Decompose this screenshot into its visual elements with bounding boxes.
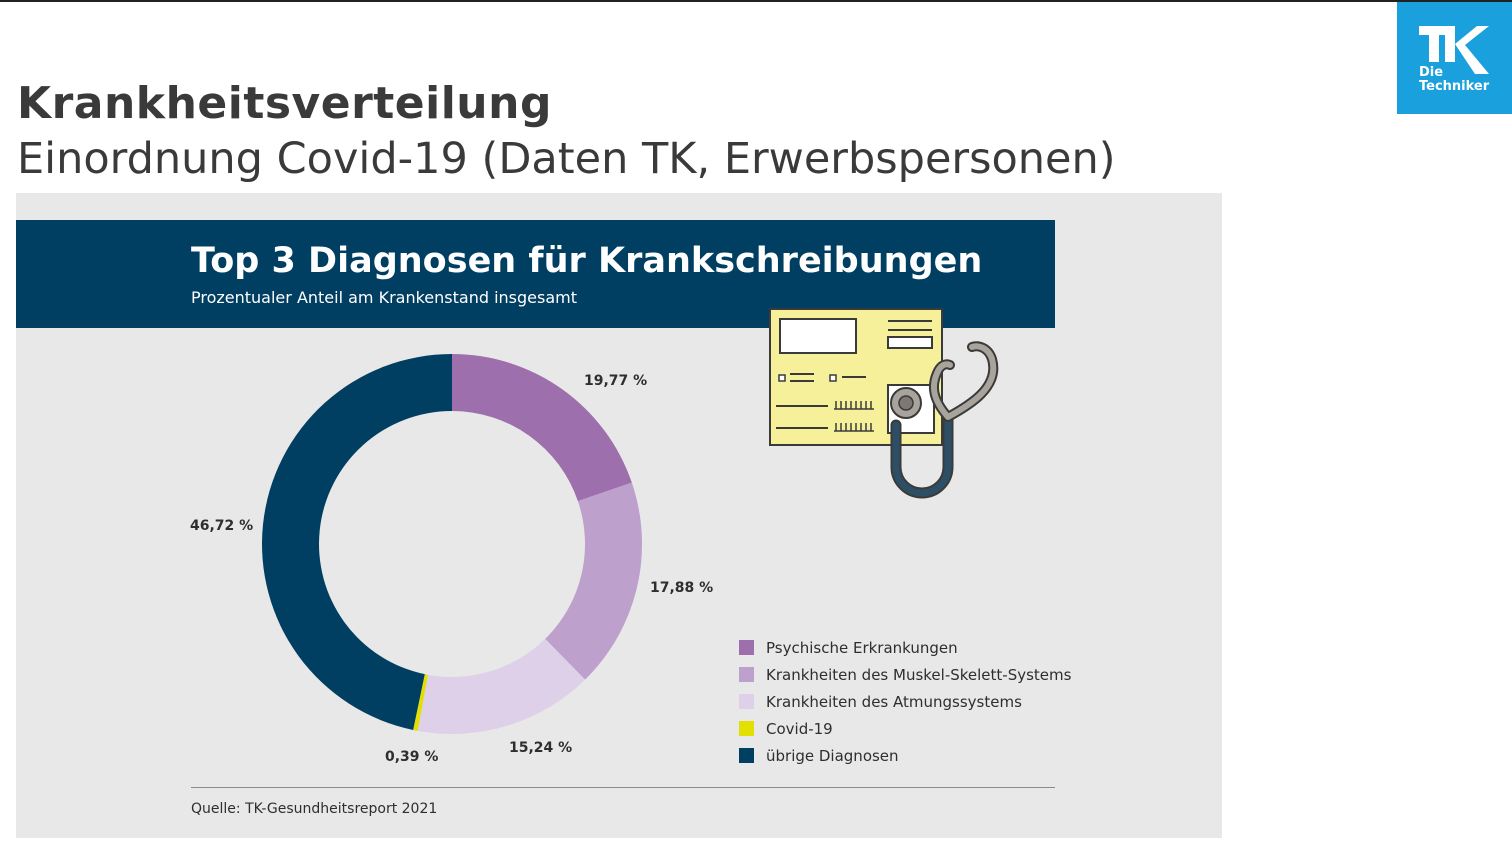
donut-slice-4 <box>413 674 428 731</box>
slide-subtitle: Einordnung Covid-19 (Daten TK, Erwerbspe… <box>17 134 1116 184</box>
legend-swatch <box>739 721 754 736</box>
logo-line-techniker: Techniker <box>1419 79 1490 94</box>
chart-legend: Psychische Erkrankungen Krankheiten des M… <box>739 634 1071 769</box>
legend-label: Krankheiten des Atmungssystems <box>766 692 1022 711</box>
legend-item-2: Krankheiten des Muskel-Skelett-Systems <box>739 661 1071 688</box>
slice-value-label-3: 15,24 % <box>509 740 572 756</box>
chart-title: Top 3 Diagnosen für Krankschreibungen <box>191 241 983 281</box>
sick-note-card <box>769 308 943 446</box>
slide-title: Krankheitsverteilung <box>17 78 552 129</box>
legend-item-1: Psychische Erkrankungen <box>739 634 1071 661</box>
stethoscope-icon <box>890 341 999 499</box>
logo-line-die: Die <box>1419 65 1444 80</box>
legend-swatch <box>739 667 754 682</box>
sick-note-stethoscope-illustration <box>769 308 999 499</box>
slice-value-label-5: 46,72 % <box>190 518 253 534</box>
legend-label: Covid-19 <box>766 719 833 738</box>
chart-source: Quelle: TK-Gesundheitsreport 2021 <box>191 801 438 817</box>
top-rule <box>0 0 1512 2</box>
tk-logo: Die Techniker <box>1397 2 1512 114</box>
legend-item-4: Covid-19 <box>739 715 1071 742</box>
legend-swatch <box>739 694 754 709</box>
donut-slice-2 <box>545 482 643 680</box>
legend-item-5: übrige Diagnosen <box>739 742 1071 769</box>
legend-label: Psychische Erkrankungen <box>766 638 958 657</box>
slice-value-label-1: 19,77 % <box>584 373 647 389</box>
legend-label: übrige Diagnosen <box>766 746 899 765</box>
donut-slice-5 <box>261 354 452 730</box>
donut-slice-1 <box>452 354 632 502</box>
chart-panel: Top 3 Diagnosen für Krankschreibungen Pr… <box>16 193 1222 838</box>
legend-swatch <box>739 748 754 763</box>
donut-chart: 19,77 % 17,88 % 15,24 % 0,39 % 46,72 % <box>190 354 713 765</box>
tk-logo-mark <box>1419 26 1489 74</box>
source-divider <box>191 787 1055 788</box>
legend-label: Krankheiten des Muskel-Skelett-Systems <box>766 665 1072 684</box>
tk-logo-wordmark: Die Techniker <box>1419 66 1489 94</box>
chart-banner: Top 3 Diagnosen für Krankschreibungen Pr… <box>16 220 1055 328</box>
donut-slice-3 <box>417 638 586 734</box>
legend-item-3: Krankheiten des Atmungssystems <box>739 688 1071 715</box>
slice-value-label-4: 0,39 % <box>385 749 438 765</box>
legend-swatch <box>739 640 754 655</box>
chart-subtitle: Prozentualer Anteil am Krankenstand insg… <box>191 288 578 307</box>
slice-value-label-2: 17,88 % <box>650 580 713 596</box>
